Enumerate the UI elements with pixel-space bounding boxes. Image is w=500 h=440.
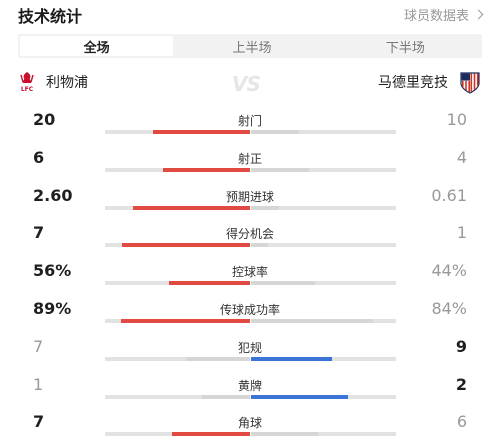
home-stat-value: 89% [33, 299, 72, 318]
stat-row: 89% 传球成功率 84% [0, 299, 500, 337]
home-stat-value: 7 [33, 223, 45, 243]
away-bar-fill [251, 243, 269, 248]
home-bar-track [105, 281, 250, 286]
home-bar-track [105, 319, 250, 323]
stat-label: 犯规 [237, 340, 262, 355]
stat-label: 射正 [237, 151, 262, 166]
chevron-right-icon [473, 9, 484, 20]
home-stat-value: 1 [33, 374, 44, 394]
stat-label: 控球率 [231, 265, 268, 280]
atletico-crest-icon [458, 70, 482, 94]
period-tabs: 全场 上半场 下半场 [18, 34, 482, 58]
away-bar-fill [251, 167, 309, 172]
home-bar-fill [168, 281, 250, 286]
liverpool-crest-icon: LFC [18, 70, 36, 94]
away-stat-value: 4 [456, 147, 467, 167]
away-stat-value: 10 [446, 110, 467, 129]
away-bar-fill [251, 394, 349, 399]
away-stat-value: 84% [431, 299, 467, 318]
tab-second-half[interactable]: 下半场 [385, 40, 425, 56]
liverpool-crest-text: LFC [21, 86, 34, 93]
stat-row: 7 角球 6 [0, 412, 500, 440]
away-bar-track [251, 319, 396, 323]
away-bar-fill [251, 319, 373, 323]
home-bar-fill [163, 167, 250, 172]
away-team-name: 马德里竞技 [378, 75, 448, 91]
away-bar-fill [251, 356, 333, 361]
home-bar-fill [186, 356, 250, 361]
away-bar-track [251, 243, 396, 248]
stat-label: 传球成功率 [219, 303, 280, 317]
away-stat-value: 44% [431, 261, 467, 281]
home-stat-value: 20 [33, 110, 56, 129]
away-bar-track [251, 394, 396, 399]
home-bar-track [105, 356, 250, 361]
home-bar-track [105, 243, 250, 248]
away-bar-fill [251, 281, 315, 286]
home-bar-fill [132, 205, 250, 210]
stat-label: 黄牌 [237, 378, 262, 393]
player-stats-link-label: 球员数据表 [403, 9, 469, 24]
stat-label: 角球 [237, 416, 262, 431]
away-bar-track [251, 130, 396, 134]
stat-row: 6 射正 4 [0, 148, 500, 186]
stat-label: 射门 [237, 114, 262, 128]
stat-row: 20 射门 10 [0, 110, 500, 148]
stat-row: 56% 控球率 44% [0, 261, 500, 299]
stats-header: 技术统计 球员数据表 [0, 0, 500, 30]
home-bar-track [105, 432, 250, 437]
away-bar-fill [251, 130, 299, 134]
home-bar-fill [120, 319, 250, 323]
home-bar-track [105, 394, 250, 399]
stat-label: 得分机会 [225, 227, 274, 242]
home-bar-track [105, 205, 250, 210]
home-stat-value: 7 [33, 412, 45, 432]
vs-mark: VS [232, 72, 261, 96]
away-stat-value: 1 [456, 223, 467, 243]
home-bar-track [105, 130, 250, 134]
stat-row: 2.60 预期进球 0.61 [0, 186, 500, 224]
home-team: LFC 利物浦 [18, 70, 88, 94]
away-stat-value: 6 [456, 412, 467, 432]
home-stat-value: 56% [33, 261, 72, 281]
home-bar-fill [202, 394, 250, 399]
page-title: 技术统计 [18, 7, 83, 26]
away-bar-fill [251, 432, 318, 437]
home-bar-track [105, 167, 250, 172]
home-stat-value: 6 [33, 147, 45, 167]
home-bar-fill [152, 130, 250, 134]
away-team: 马德里竞技 [378, 70, 482, 94]
home-stat-value: 7 [33, 336, 44, 356]
away-stat-value: 9 [455, 336, 467, 356]
home-stat-value: 2.60 [33, 185, 73, 205]
stat-label: 预期进球 [225, 189, 274, 204]
away-stat-value: 0.61 [431, 185, 467, 205]
away-bar-track [251, 167, 396, 172]
stat-row: 7 得分机会 1 [0, 223, 500, 261]
home-bar-fill [122, 243, 250, 248]
home-team-name: 利物浦 [46, 75, 88, 91]
team-header: LFC 利物浦 VS 马德里竞技 [0, 68, 500, 98]
away-bar-track [251, 432, 396, 437]
tab-first-half[interactable]: 上半场 [232, 40, 272, 56]
away-stat-value: 2 [455, 374, 467, 394]
away-bar-track [251, 205, 396, 210]
stat-row: 7 犯规 9 [0, 337, 500, 375]
tab-full-match[interactable]: 全场 [20, 36, 174, 56]
player-stats-link[interactable]: 球员数据表 [403, 5, 484, 24]
stat-row: 1 黄牌 2 [0, 375, 500, 413]
away-bar-track [251, 356, 396, 361]
away-bar-fill [251, 205, 279, 210]
away-bar-track [251, 281, 396, 286]
home-bar-fill [171, 432, 250, 437]
